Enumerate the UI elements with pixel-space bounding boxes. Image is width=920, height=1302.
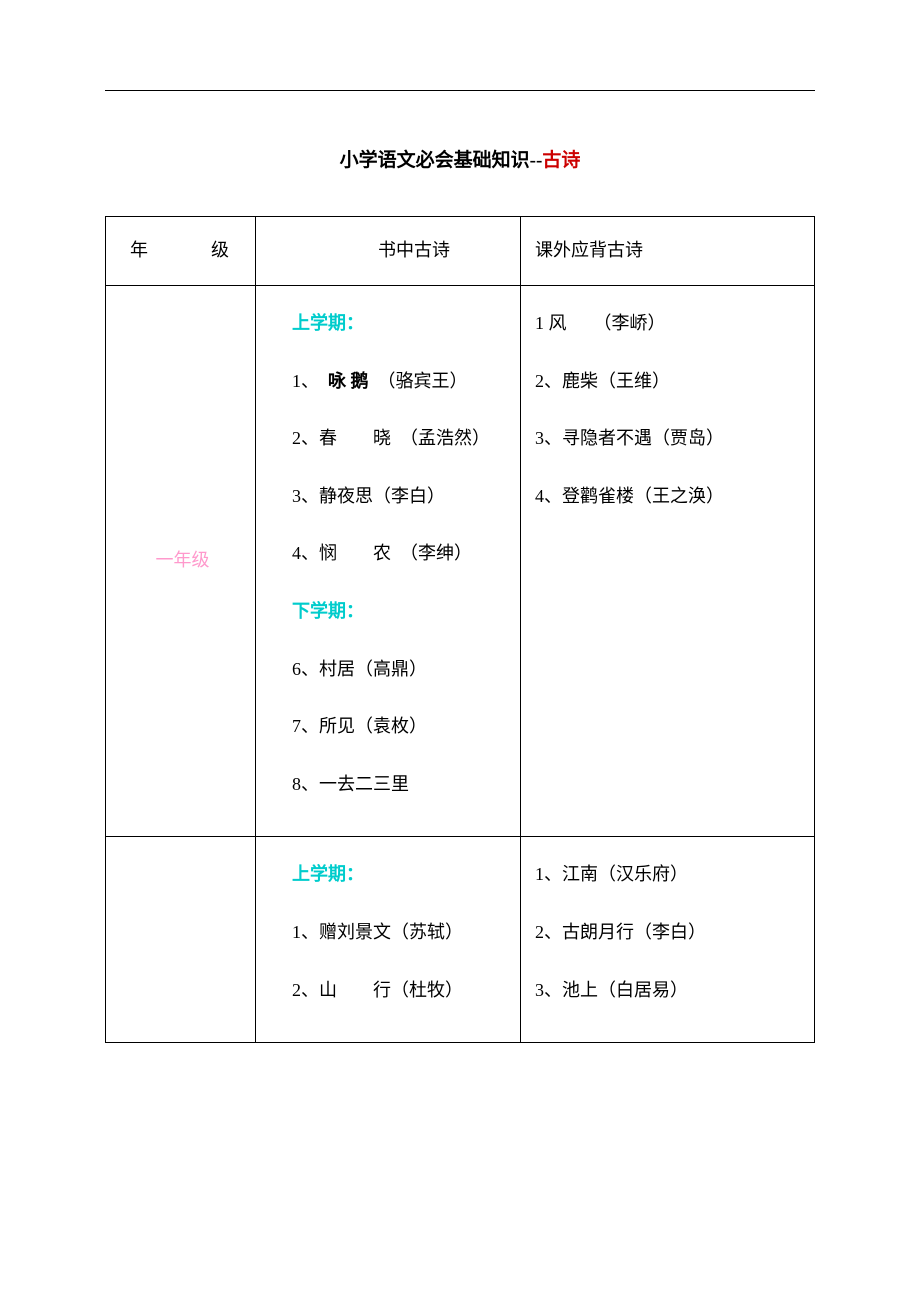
poem-item: 2、山 行（杜牧） <box>270 971 510 1011</box>
poem-item: 4、悯 农 （李绅） <box>270 534 510 574</box>
poem-item: 1、 咏 鹅 （骆宾王） <box>270 362 510 402</box>
book-poems-cell: 上学期： 1、 咏 鹅 （骆宾王） 2、春 晓 （孟浩然） 3、静夜思（李白） … <box>256 285 521 836</box>
grade-cell <box>106 837 256 1043</box>
page-title: 小学语文必会基础知识--古诗 <box>105 146 815 176</box>
title-prefix: 小学语文必会基础知识-- <box>340 150 543 171</box>
poem-item: 3、池上（白居易） <box>535 971 804 1011</box>
poem-item: 2、春 晓 （孟浩然） <box>270 419 510 459</box>
poem-title-bold: 咏 鹅 <box>328 371 369 391</box>
poem-item: 1、赠刘景文（苏轼） <box>270 913 510 953</box>
header-book-text: 书中古诗 <box>270 231 450 271</box>
table-header-row: 年 级 书中古诗 课外应背古诗 <box>106 217 815 286</box>
poem-item: 3、静夜思（李白） <box>270 477 510 517</box>
poem-item: 1 风 （李峤） <box>535 304 804 344</box>
header-extra: 课外应背古诗 <box>521 217 815 286</box>
poem-item: 6、村居（高鼎） <box>270 650 510 690</box>
top-rule <box>105 90 815 91</box>
table-row: 一年级 上学期： 1、 咏 鹅 （骆宾王） 2、春 晓 （孟浩然） 3、静夜思（… <box>106 285 815 836</box>
extra-poems-cell: 1 风 （李峤） 2、鹿柴（王维） 3、寻隐者不遇（贾岛） 4、登鹳雀楼（王之涣… <box>521 285 815 836</box>
title-suffix: 古诗 <box>542 150 580 171</box>
semester-label: 上学期： <box>270 855 510 895</box>
grade-label: 一年级 <box>156 550 210 570</box>
poem-item: 3、寻隐者不遇（贾岛） <box>535 419 804 459</box>
grade-cell: 一年级 <box>106 285 256 836</box>
header-grade: 年 级 <box>106 217 256 286</box>
header-book: 书中古诗 <box>256 217 521 286</box>
semester-label: 下学期： <box>270 592 510 632</box>
poem-item: 4、登鹳雀楼（王之涣） <box>535 477 804 517</box>
extra-poems-cell: 1、江南（汉乐府） 2、古朗月行（李白） 3、池上（白居易） <box>521 837 815 1043</box>
book-poems-cell: 上学期： 1、赠刘景文（苏轼） 2、山 行（杜牧） <box>256 837 521 1043</box>
poem-item: 7、所见（袁枚） <box>270 707 510 747</box>
semester-label: 上学期： <box>270 304 510 344</box>
poem-item: 2、古朗月行（李白） <box>535 913 804 953</box>
header-extra-text: 课外应背古诗 <box>535 240 643 260</box>
poem-item: 1、江南（汉乐府） <box>535 855 804 895</box>
poems-table: 年 级 书中古诗 课外应背古诗 一年级 上学期： 1、 咏 鹅 （骆宾王） 2、… <box>105 216 815 1043</box>
poem-item: 2、鹿柴（王维） <box>535 362 804 402</box>
table-row: 上学期： 1、赠刘景文（苏轼） 2、山 行（杜牧） 1、江南（汉乐府） 2、古朗… <box>106 837 815 1043</box>
poem-item: 8、一去二三里 <box>270 765 510 805</box>
